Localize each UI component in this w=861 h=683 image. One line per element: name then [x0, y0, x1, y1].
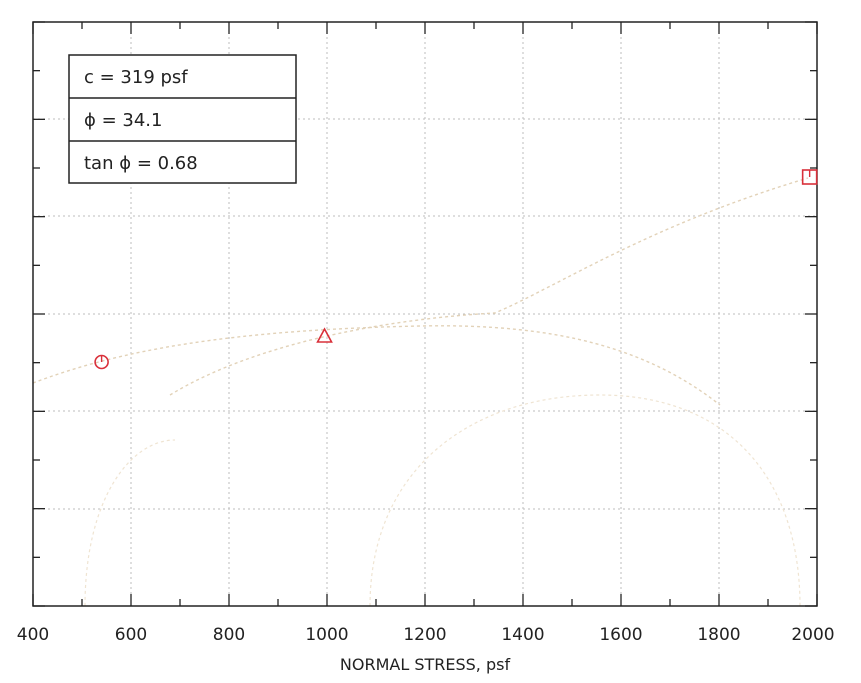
- faint-curves: [32, 177, 809, 607]
- x-tick-label: 1400: [501, 625, 544, 645]
- x-tick-label: 1800: [697, 625, 740, 645]
- axis-ticks: [32, 21, 818, 607]
- mohr-circle-small: [84, 439, 176, 607]
- x-tick-label: 2000: [791, 625, 834, 645]
- x-tick-label: 600: [115, 625, 147, 645]
- legend-friction-angle: ϕ = 34.1: [84, 110, 162, 131]
- legend-box: c = 319 psf ϕ = 34.1 tan ϕ = 0.68: [68, 54, 297, 184]
- mohr-circle: [369, 394, 801, 607]
- data-markers: [94, 169, 818, 370]
- stress-curve: [32, 325, 721, 406]
- triangle-marker: [316, 327, 333, 343]
- x-axis-title: NORMAL STRESS, psf: [340, 655, 511, 674]
- legend-tan-phi: tan ϕ = 0.68: [84, 153, 198, 174]
- x-tick-label: 1600: [599, 625, 642, 645]
- x-tick-labels: 400 600 800 1000 1200 1400 1600 1800 2000: [17, 625, 835, 645]
- legend-cohesion: c = 319 psf: [84, 67, 188, 88]
- failure-envelope: [169, 177, 809, 396]
- x-tick-label: 1000: [305, 625, 348, 645]
- grid-lines: [33, 22, 817, 606]
- x-tick-label: 800: [213, 625, 245, 645]
- x-tick-label: 1200: [403, 625, 446, 645]
- x-tick-label: 400: [17, 625, 49, 645]
- circle-marker: [94, 354, 109, 370]
